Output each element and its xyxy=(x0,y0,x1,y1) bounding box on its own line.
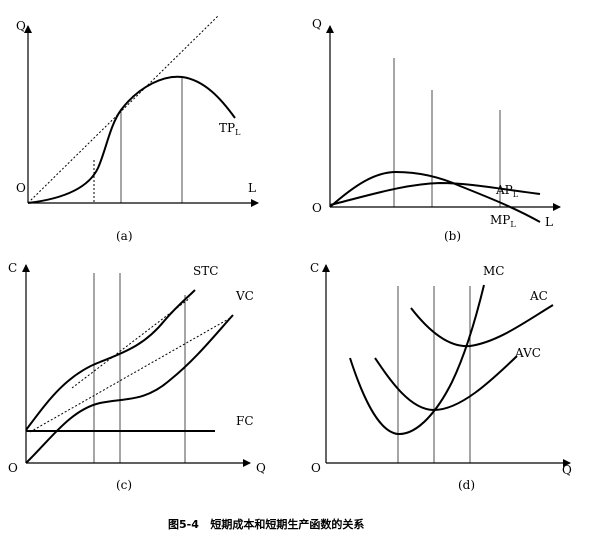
figure-caption: 图5-4 短期成本和短期生产函数的关系 xyxy=(168,517,364,531)
panel-c-stc-tangent xyxy=(71,297,191,389)
panel-d-origin: O xyxy=(311,461,321,475)
panel-b-caption: (b) xyxy=(444,229,461,243)
panel-c-fc-label: FC xyxy=(236,414,254,428)
panel-d-avc-curve xyxy=(374,355,518,412)
panel-a-tp-label: TPL xyxy=(219,121,241,137)
panel-a-ray xyxy=(27,15,219,204)
panel-c-stc-curve xyxy=(25,289,196,431)
panel-d-avc-label: AVC xyxy=(514,346,541,360)
panel-d-mc-label: MC xyxy=(483,264,504,278)
panel-d-mc-curve xyxy=(349,284,485,436)
panel-c-caption: (c) xyxy=(116,478,132,492)
panel-b-x-label: L xyxy=(545,215,553,229)
panel-d-ac-label: AC xyxy=(529,289,548,303)
panel-d-y-label: C xyxy=(310,261,319,275)
panel-b-ap-curve xyxy=(329,181,541,206)
panel-a-y-label: Q xyxy=(16,19,26,33)
panel-d-x-label: Q xyxy=(562,463,572,477)
panel-a: Q L O TPL (a) xyxy=(16,15,259,243)
panel-c-vc-label: VC xyxy=(235,289,254,303)
panel-c-origin: O xyxy=(8,461,18,475)
panel-c: C Q O STC VC FC (c) xyxy=(8,261,266,492)
panel-b-origin: O xyxy=(312,201,322,215)
panel-c-vc-curve xyxy=(25,314,234,464)
panel-a-origin: O xyxy=(16,181,26,195)
panel-a-x-label: L xyxy=(248,181,256,195)
panel-c-y-label: C xyxy=(8,261,17,275)
panel-a-tp-curve xyxy=(27,75,236,204)
panel-c-x-label: Q xyxy=(256,461,266,475)
panel-b-mp-label: MPL xyxy=(490,213,516,229)
panel-b-ap-label: APL xyxy=(495,183,519,199)
panel-d-caption: (d) xyxy=(458,478,475,492)
panel-c-stc-label: STC xyxy=(193,264,218,278)
panel-d: C Q O MC AC AVC (d) xyxy=(310,261,572,492)
panel-a-caption: (a) xyxy=(116,229,133,243)
panel-d-ac-curve xyxy=(410,304,554,348)
panel-b-y-label: Q xyxy=(312,17,322,31)
panel-b-mp-curve xyxy=(329,170,541,223)
panel-b: Q L O APL MPL (b) xyxy=(312,17,561,243)
panel-c-vc-tangent xyxy=(29,316,233,433)
